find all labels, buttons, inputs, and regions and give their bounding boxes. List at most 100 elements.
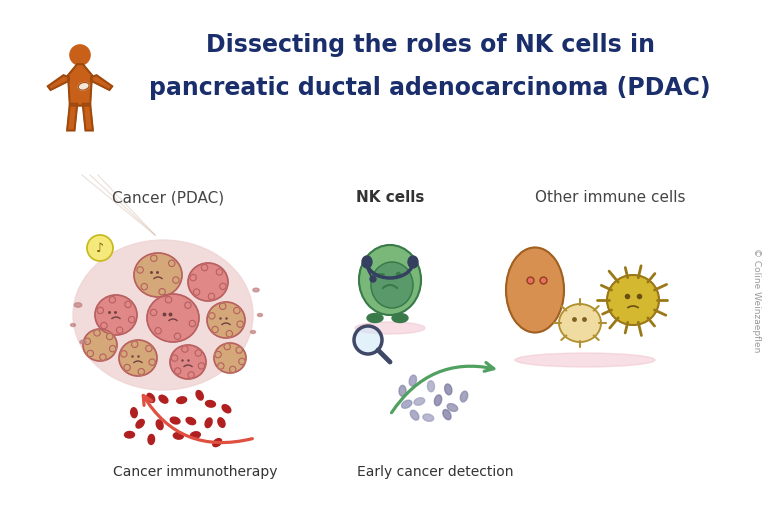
Circle shape <box>217 363 224 369</box>
Circle shape <box>370 276 376 282</box>
Text: Cancer immunotherapy: Cancer immunotherapy <box>113 465 277 479</box>
Circle shape <box>149 359 155 366</box>
Circle shape <box>121 351 127 357</box>
Ellipse shape <box>119 340 157 376</box>
Circle shape <box>165 297 172 303</box>
Circle shape <box>237 321 243 328</box>
FancyArrowPatch shape <box>144 395 253 443</box>
Ellipse shape <box>80 340 86 344</box>
Circle shape <box>109 297 115 303</box>
Circle shape <box>171 355 177 361</box>
Ellipse shape <box>124 431 134 438</box>
Ellipse shape <box>83 329 117 361</box>
Ellipse shape <box>443 410 451 420</box>
Text: Other immune cells: Other immune cells <box>535 191 685 205</box>
Ellipse shape <box>414 398 425 405</box>
Circle shape <box>174 333 180 340</box>
Ellipse shape <box>435 395 442 406</box>
Ellipse shape <box>607 275 659 325</box>
Circle shape <box>101 322 108 329</box>
Circle shape <box>194 289 200 295</box>
Circle shape <box>151 309 157 316</box>
Ellipse shape <box>147 393 154 403</box>
Circle shape <box>94 330 101 336</box>
Ellipse shape <box>206 401 216 407</box>
Circle shape <box>159 288 165 295</box>
Ellipse shape <box>205 418 212 427</box>
Ellipse shape <box>74 303 81 307</box>
Ellipse shape <box>515 353 655 367</box>
Circle shape <box>131 341 138 347</box>
Circle shape <box>138 369 144 375</box>
Ellipse shape <box>355 322 425 334</box>
Circle shape <box>117 327 123 334</box>
Circle shape <box>146 345 152 352</box>
Circle shape <box>84 338 91 345</box>
Circle shape <box>201 264 207 271</box>
Circle shape <box>182 346 188 352</box>
Circle shape <box>141 283 147 290</box>
Circle shape <box>97 307 104 314</box>
Circle shape <box>224 343 230 350</box>
Ellipse shape <box>174 432 184 439</box>
Ellipse shape <box>445 384 452 395</box>
Ellipse shape <box>170 417 180 424</box>
Circle shape <box>190 274 197 281</box>
Ellipse shape <box>186 417 196 424</box>
Ellipse shape <box>371 262 413 308</box>
Text: © Coline Weinzaepflen: © Coline Weinzaepflen <box>753 248 762 352</box>
Ellipse shape <box>410 410 419 420</box>
Circle shape <box>233 307 240 314</box>
Ellipse shape <box>196 390 204 400</box>
Ellipse shape <box>188 263 228 301</box>
Ellipse shape <box>213 439 222 447</box>
Text: Early cancer detection: Early cancer detection <box>357 465 513 479</box>
Ellipse shape <box>156 420 163 429</box>
Circle shape <box>155 328 161 334</box>
Text: pancreatic ductal adenocarcinoma (PDAC): pancreatic ductal adenocarcinoma (PDAC) <box>149 76 711 100</box>
Circle shape <box>151 255 157 262</box>
Circle shape <box>217 269 223 275</box>
Circle shape <box>220 283 226 289</box>
Ellipse shape <box>190 432 200 439</box>
Circle shape <box>230 366 236 373</box>
Ellipse shape <box>250 331 256 334</box>
Circle shape <box>87 350 94 357</box>
Ellipse shape <box>253 288 259 292</box>
Circle shape <box>137 267 144 273</box>
Ellipse shape <box>147 294 199 342</box>
Circle shape <box>239 358 245 365</box>
Circle shape <box>184 302 191 308</box>
Polygon shape <box>91 75 112 90</box>
Ellipse shape <box>177 397 187 404</box>
Ellipse shape <box>71 323 75 327</box>
Ellipse shape <box>218 418 225 427</box>
Polygon shape <box>67 104 78 130</box>
Circle shape <box>215 351 221 358</box>
Circle shape <box>226 331 233 337</box>
Ellipse shape <box>392 313 408 322</box>
Polygon shape <box>83 104 93 130</box>
Circle shape <box>220 303 226 309</box>
Ellipse shape <box>136 419 144 428</box>
Circle shape <box>124 365 131 371</box>
Ellipse shape <box>359 245 421 315</box>
Ellipse shape <box>134 253 182 297</box>
Ellipse shape <box>214 343 246 373</box>
Ellipse shape <box>408 256 418 268</box>
Circle shape <box>173 277 179 283</box>
Ellipse shape <box>95 295 137 335</box>
Ellipse shape <box>402 400 412 408</box>
Ellipse shape <box>257 313 263 316</box>
Circle shape <box>174 368 181 374</box>
Circle shape <box>198 363 204 369</box>
Ellipse shape <box>506 247 564 333</box>
Circle shape <box>110 345 116 352</box>
Circle shape <box>128 316 135 323</box>
Circle shape <box>70 45 90 65</box>
Ellipse shape <box>73 240 253 390</box>
Ellipse shape <box>159 395 168 403</box>
Ellipse shape <box>423 414 434 421</box>
Ellipse shape <box>207 302 245 338</box>
Text: Dissecting the roles of NK cells in: Dissecting the roles of NK cells in <box>206 33 654 57</box>
